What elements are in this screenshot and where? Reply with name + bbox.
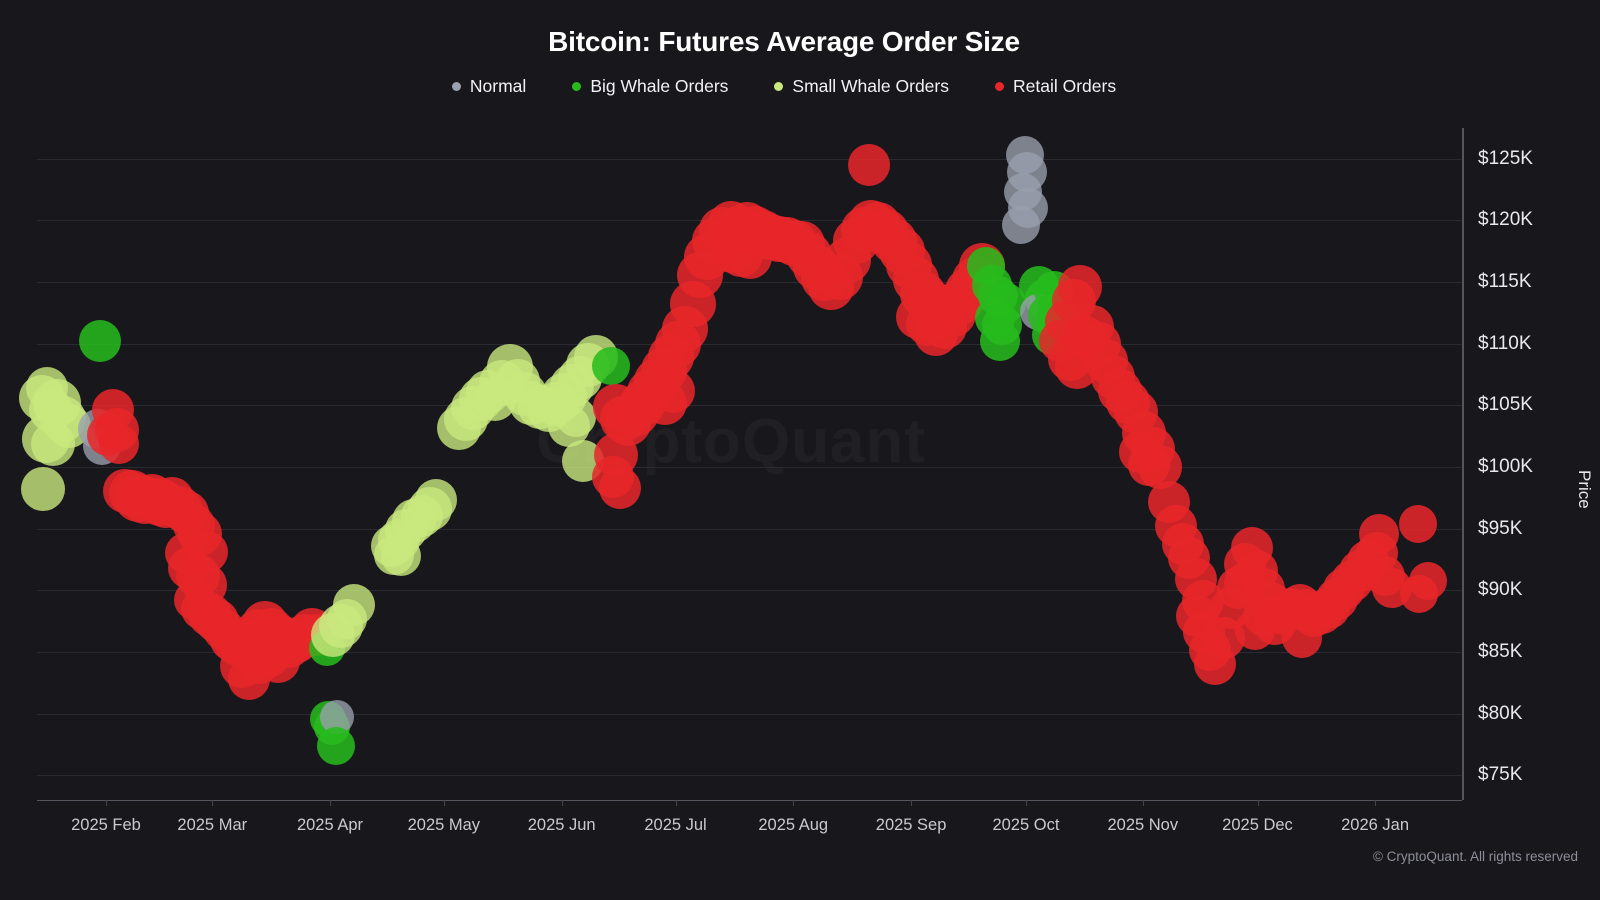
y-axis-tick-label: $80K xyxy=(1478,702,1523,724)
scatter-point[interactable] xyxy=(333,584,376,627)
x-axis-tick-label: 2025 Aug xyxy=(758,816,829,834)
y-axis-tick-label: $95K xyxy=(1478,517,1523,539)
scatter-point[interactable] xyxy=(316,726,355,765)
x-axis-tick xyxy=(911,800,913,806)
legend-item-big-whale-orders[interactable]: Big Whale Orders xyxy=(572,76,728,97)
gridline xyxy=(37,775,1462,777)
x-axis-tick xyxy=(443,800,445,806)
scatter-point[interactable] xyxy=(980,321,1021,362)
legend-item-small-whale-orders[interactable]: Small Whale Orders xyxy=(774,76,949,97)
scatter-point[interactable] xyxy=(556,396,597,437)
gridline xyxy=(37,343,1462,345)
x-axis-tick xyxy=(329,800,331,806)
scatter-point[interactable] xyxy=(592,346,631,385)
gridline xyxy=(37,528,1462,530)
legend-item-normal[interactable]: Normal xyxy=(451,76,527,97)
x-axis-line xyxy=(37,800,1462,801)
x-axis-tick-label: 2025 Sep xyxy=(875,816,947,834)
legend-label: Big Whale Orders xyxy=(590,76,729,96)
legend-label: Retail Orders xyxy=(1013,76,1117,96)
y-axis-tick-label: $105K xyxy=(1478,394,1533,416)
scatter-point[interactable] xyxy=(78,320,121,363)
gridline xyxy=(37,158,1462,160)
gridline xyxy=(37,467,1462,469)
x-axis-tick xyxy=(1375,800,1377,806)
x-axis-tick xyxy=(675,800,677,806)
x-axis-tick xyxy=(1257,800,1259,806)
legend-item-retail-orders[interactable]: Retail Orders xyxy=(995,76,1116,97)
page-title: Bitcoin: Futures Average Order Size xyxy=(548,26,1020,57)
x-axis-tick-label: 2025 May xyxy=(407,816,481,834)
scatter-point[interactable] xyxy=(381,535,422,576)
y-axis-tick-label: $100K xyxy=(1478,456,1533,478)
x-axis-tick xyxy=(1142,800,1144,806)
scatter-point[interactable] xyxy=(598,467,641,510)
legend-dot-icon xyxy=(995,82,1004,91)
copyright-footer: © CryptoQuant. All rights reserved xyxy=(1372,849,1578,864)
plot-area[interactable] xyxy=(18,128,1462,800)
x-axis-tick-label: 2025 Nov xyxy=(1107,816,1179,834)
y-axis-tick-label: $75K xyxy=(1478,764,1523,786)
scatter-point[interactable] xyxy=(415,479,457,522)
gridline xyxy=(37,590,1462,592)
x-axis-tick-label: 2025 Mar xyxy=(177,816,248,834)
y-axis-title: Price xyxy=(1575,470,1594,509)
scatter-point[interactable] xyxy=(1001,206,1040,245)
x-axis-tick-label: 2025 Apr xyxy=(296,816,363,834)
scatter-point[interactable] xyxy=(848,143,891,186)
scatter-point[interactable] xyxy=(20,467,65,512)
y-axis-line xyxy=(1462,128,1464,800)
scatter-point[interactable] xyxy=(30,421,75,466)
x-axis-tick-label: 2025 Jul xyxy=(644,816,707,834)
scatter-point[interactable] xyxy=(1359,513,1400,554)
x-axis-tick-label: 2025 Oct xyxy=(992,816,1060,834)
gridline xyxy=(37,405,1462,407)
scatter-point[interactable] xyxy=(651,368,696,413)
x-axis-tick xyxy=(1025,800,1027,806)
gridline xyxy=(37,652,1462,654)
scatter-point[interactable] xyxy=(255,638,300,683)
y-axis-tick-label: $125K xyxy=(1478,147,1533,169)
scatter-point[interactable] xyxy=(1398,504,1437,543)
y-axis-tick-label: $85K xyxy=(1478,641,1523,663)
gridline xyxy=(37,282,1462,284)
x-axis-tick xyxy=(212,800,214,806)
x-axis-tick-label: 2025 Jun xyxy=(527,816,596,834)
legend-dot-icon xyxy=(572,82,582,91)
scatter-point[interactable] xyxy=(1400,575,1439,614)
y-axis-tick-label: $115K xyxy=(1478,271,1532,293)
y-axis-tick-label: $90K xyxy=(1478,579,1523,601)
legend-dot-icon xyxy=(451,82,461,91)
x-axis-tick-label: 2025 Dec xyxy=(1222,816,1293,834)
gridline xyxy=(37,713,1462,715)
y-axis-tick-label: $110K xyxy=(1478,332,1532,354)
scatter-point[interactable] xyxy=(87,414,130,457)
x-axis-tick-label: 2026 Jan xyxy=(1341,816,1410,834)
scatter-point[interactable] xyxy=(1058,265,1103,310)
x-axis-tick xyxy=(105,800,107,806)
x-axis-tick xyxy=(561,800,563,806)
y-axis-tick-label: $120K xyxy=(1478,209,1533,231)
legend-label: Small Whale Orders xyxy=(792,76,949,96)
chart-legend: Normal Big Whale Orders Small Whale Orders… xyxy=(0,76,1568,97)
x-axis-tick-label: 2025 Feb xyxy=(71,816,141,834)
x-axis-tick xyxy=(793,800,795,806)
legend-dot-icon xyxy=(774,82,784,91)
scatter-point[interactable] xyxy=(727,235,772,280)
legend-label: Normal xyxy=(469,76,527,96)
